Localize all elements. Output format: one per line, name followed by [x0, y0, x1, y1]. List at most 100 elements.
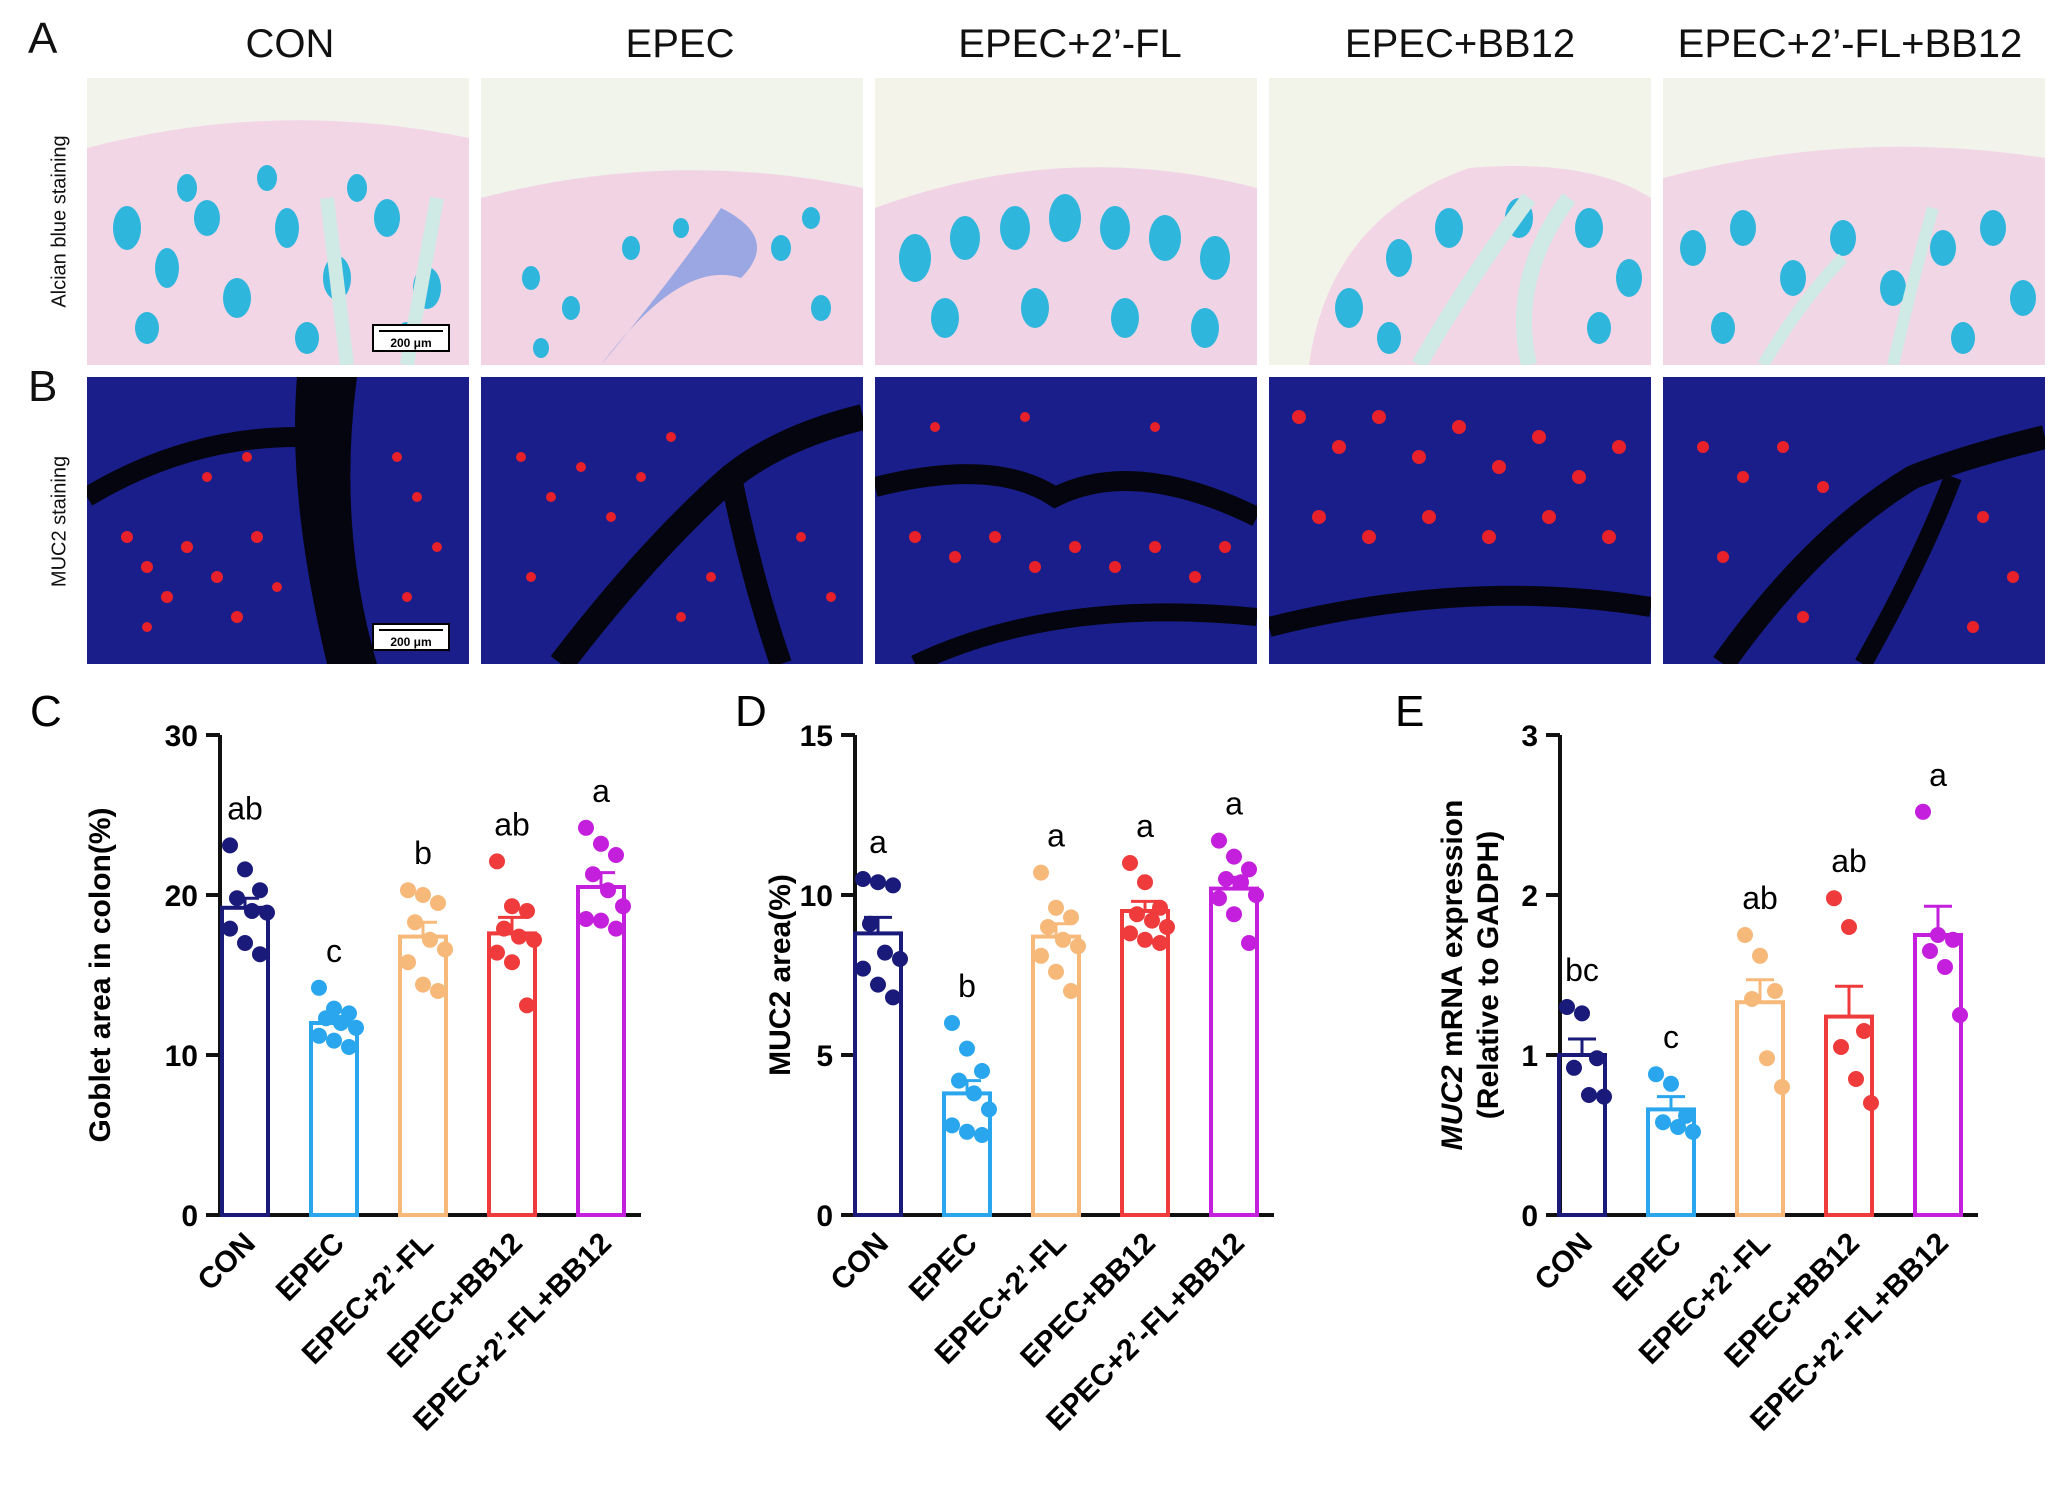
data-point: [1937, 959, 1953, 975]
panel-label-c: C: [30, 690, 62, 736]
data-point: [489, 944, 505, 961]
data-point: [600, 882, 616, 899]
significance-letter: ab: [1742, 880, 1778, 916]
data-point: [966, 1085, 982, 1102]
data-point: [944, 1117, 960, 1134]
data-point: [1581, 1087, 1597, 1103]
y-tick-label: 5: [816, 1040, 833, 1073]
category-label: EPEC: [1607, 1227, 1688, 1308]
data-point: [862, 915, 878, 932]
data-point: [1055, 931, 1071, 948]
data-point: [585, 866, 601, 883]
data-point: [1826, 890, 1842, 907]
data-point: [1033, 864, 1049, 881]
data-point: [1833, 1039, 1849, 1055]
alcian-image-con: 200 μm: [87, 78, 469, 365]
data-point: [1048, 899, 1064, 916]
data-point: [311, 1027, 327, 1044]
column-header-epec: EPEC: [625, 22, 735, 66]
data-point: [959, 1123, 975, 1140]
y-tick-label: 10: [800, 880, 833, 913]
column-header-epec-2fl-bb12: EPEC+2’-FL+BB12: [1677, 22, 2023, 66]
column-header-con: CON: [245, 22, 335, 66]
alcian-image-epec: [481, 78, 863, 365]
significance-letter: ab: [1831, 843, 1867, 879]
bar: [1824, 1014, 1874, 1217]
row-label-alcian: Alcian blue staining: [48, 135, 71, 308]
y-axis-label-line2: (Relative to GADPH): [1472, 831, 1505, 1119]
data-point: [229, 890, 245, 907]
data-point: [1144, 912, 1160, 929]
data-point: [1574, 1005, 1590, 1022]
category-label: EPEC: [903, 1227, 984, 1308]
category-label: CON: [824, 1227, 894, 1297]
data-point: [1159, 919, 1175, 935]
data-point: [311, 979, 327, 996]
data-point: [1070, 938, 1086, 955]
data-point: [1774, 1079, 1790, 1095]
data-point: [1063, 909, 1079, 926]
data-point: [1648, 1066, 1664, 1083]
data-point: [244, 903, 260, 919]
data-point: [1048, 963, 1064, 980]
data-point: [593, 912, 609, 929]
scale-bar-label-muc2: 200 μm: [390, 635, 431, 649]
data-point: [1663, 1075, 1679, 1092]
data-point: [1752, 947, 1768, 964]
significance-letter: ab: [227, 790, 263, 826]
data-point: [504, 954, 520, 971]
muc2-image-epec: [481, 377, 863, 664]
data-point: [326, 1032, 342, 1049]
data-point: [222, 920, 238, 937]
data-point: [885, 989, 901, 1006]
data-point: [870, 874, 886, 891]
y-tick-label: 2: [1521, 880, 1538, 913]
data-point: [892, 951, 908, 967]
data-point: [1233, 874, 1249, 891]
y-tick-label: 0: [1521, 1200, 1538, 1233]
data-point: [1566, 1059, 1582, 1076]
alcian-image-epec-2fl: [875, 78, 1257, 365]
panel-label-e: E: [1395, 690, 1424, 736]
y-tick-label: 10: [165, 1040, 198, 1073]
data-point: [1655, 1114, 1671, 1131]
data-point: [422, 931, 438, 948]
data-point: [1033, 947, 1049, 964]
y-axis-label: Goblet area in colon(%): [84, 807, 117, 1142]
data-point: [1226, 848, 1242, 865]
data-point: [1211, 832, 1227, 849]
data-point: [1863, 1095, 1879, 1111]
data-point: [430, 895, 446, 911]
data-point: [1952, 1007, 1968, 1023]
significance-letter: c: [1663, 1019, 1679, 1055]
data-point: [511, 928, 527, 945]
data-point: [608, 847, 624, 863]
data-point: [437, 941, 453, 958]
data-point: [1063, 983, 1079, 999]
muc2-image-epec-2fl-bb12: [1663, 377, 2045, 664]
data-point: [578, 911, 594, 927]
data-point: [1589, 1050, 1605, 1067]
significance-letter: a: [1047, 818, 1065, 854]
data-point: [944, 1015, 960, 1031]
significance-letter: bc: [1565, 952, 1599, 988]
data-point: [504, 898, 520, 915]
significance-letter: a: [1225, 786, 1243, 822]
alcian-image-epec-2fl-bb12: [1663, 78, 2045, 365]
data-point: [959, 1040, 975, 1057]
data-point: [526, 931, 542, 948]
data-point: [578, 819, 594, 836]
data-point: [415, 887, 431, 903]
y-tick-label: 1: [1521, 1040, 1538, 1073]
data-point: [1218, 871, 1234, 887]
muc2-image-epec-bb12: [1269, 377, 1651, 664]
data-point: [1137, 931, 1153, 948]
data-point: [1670, 1119, 1686, 1135]
significance-letter: a: [592, 773, 610, 809]
data-point: [1129, 906, 1145, 923]
data-point: [1922, 943, 1938, 959]
data-point: [877, 944, 893, 961]
data-point: [519, 903, 535, 919]
